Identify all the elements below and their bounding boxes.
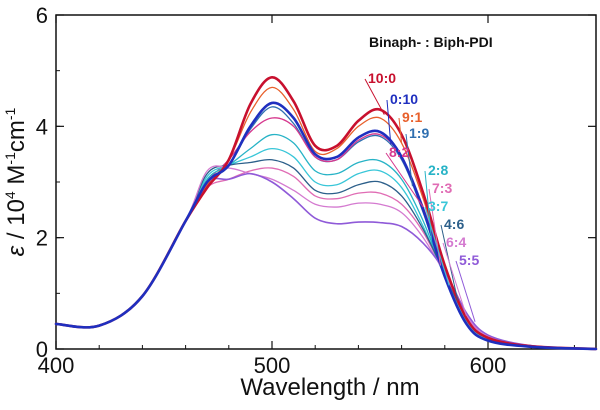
series-line-1-9	[55, 106, 597, 350]
series-labels: 10:0 0:10 9:11:98:2 2:8 7:3 3:7 4:6 6:4 5:5	[364, 70, 479, 322]
y-tick-label: 4	[36, 114, 48, 139]
series-label: 6:4	[446, 234, 466, 250]
series-leader-line	[398, 117, 403, 144]
series-line-8-2	[55, 117, 597, 350]
series-label: 3:7	[428, 198, 448, 214]
series-leader-line	[424, 170, 433, 244]
series-lines	[54, 76, 598, 351]
plot-frame	[55, 14, 597, 350]
y-axis-exp2: -1	[2, 152, 18, 165]
y-axis-mid2: cm	[3, 120, 30, 152]
y-axis-mid: M	[3, 165, 30, 192]
series-leader-line	[424, 206, 450, 286]
y-tick-label: 6	[36, 3, 48, 28]
y-tick-label: 2	[36, 226, 48, 251]
series-line-4-6	[55, 158, 597, 350]
series-label: 0:10	[390, 91, 418, 107]
series-label: 4:6	[444, 216, 464, 232]
series-leader-line	[455, 260, 476, 322]
series-leader-line	[405, 133, 413, 187]
y-axis-exp1: 4	[2, 191, 18, 199]
series-line-2-8	[55, 133, 597, 350]
series-leader-line	[385, 152, 424, 208]
x-axis-title: Wavelength / nm	[240, 374, 419, 401]
series-label: 7:3	[432, 180, 452, 196]
series-label: 8:2	[389, 144, 409, 160]
plot-area: 400 500 600 0 2 4 6	[36, 3, 598, 378]
series-label: 1:9	[409, 125, 429, 141]
series-leader-line	[442, 242, 467, 316]
series-label: 5:5	[459, 252, 479, 268]
legend-title: Binaph- : Biph-PDI	[369, 34, 493, 50]
series-line-10-0	[54, 76, 598, 351]
y-tick-label: 0	[36, 337, 48, 362]
x-tick-label: 600	[470, 353, 507, 378]
series-leader-line	[386, 99, 392, 145]
series-label: 9:1	[402, 109, 422, 125]
series-label: 10:0	[368, 70, 396, 86]
x-tick-label: 400	[38, 353, 75, 378]
series-line-3-7	[55, 147, 597, 350]
series-line-5-5	[55, 172, 597, 350]
series-leader-line	[364, 78, 385, 115]
axis-ticks: 400 500 600 0 2 4 6	[36, 3, 596, 378]
x-tick-label: 500	[254, 353, 291, 378]
y-axis-sep: / 10	[3, 199, 30, 246]
series-line-7-3	[55, 167, 597, 350]
series-line-9-1	[55, 86, 597, 350]
y-axis-exp3: -1	[2, 107, 18, 120]
y-axis-title: ε / 104 M-1cm-1	[2, 107, 30, 256]
y-axis-symbol: ε	[3, 245, 30, 256]
series-label: 2:8	[428, 162, 448, 178]
series-line-0-10	[54, 101, 598, 351]
